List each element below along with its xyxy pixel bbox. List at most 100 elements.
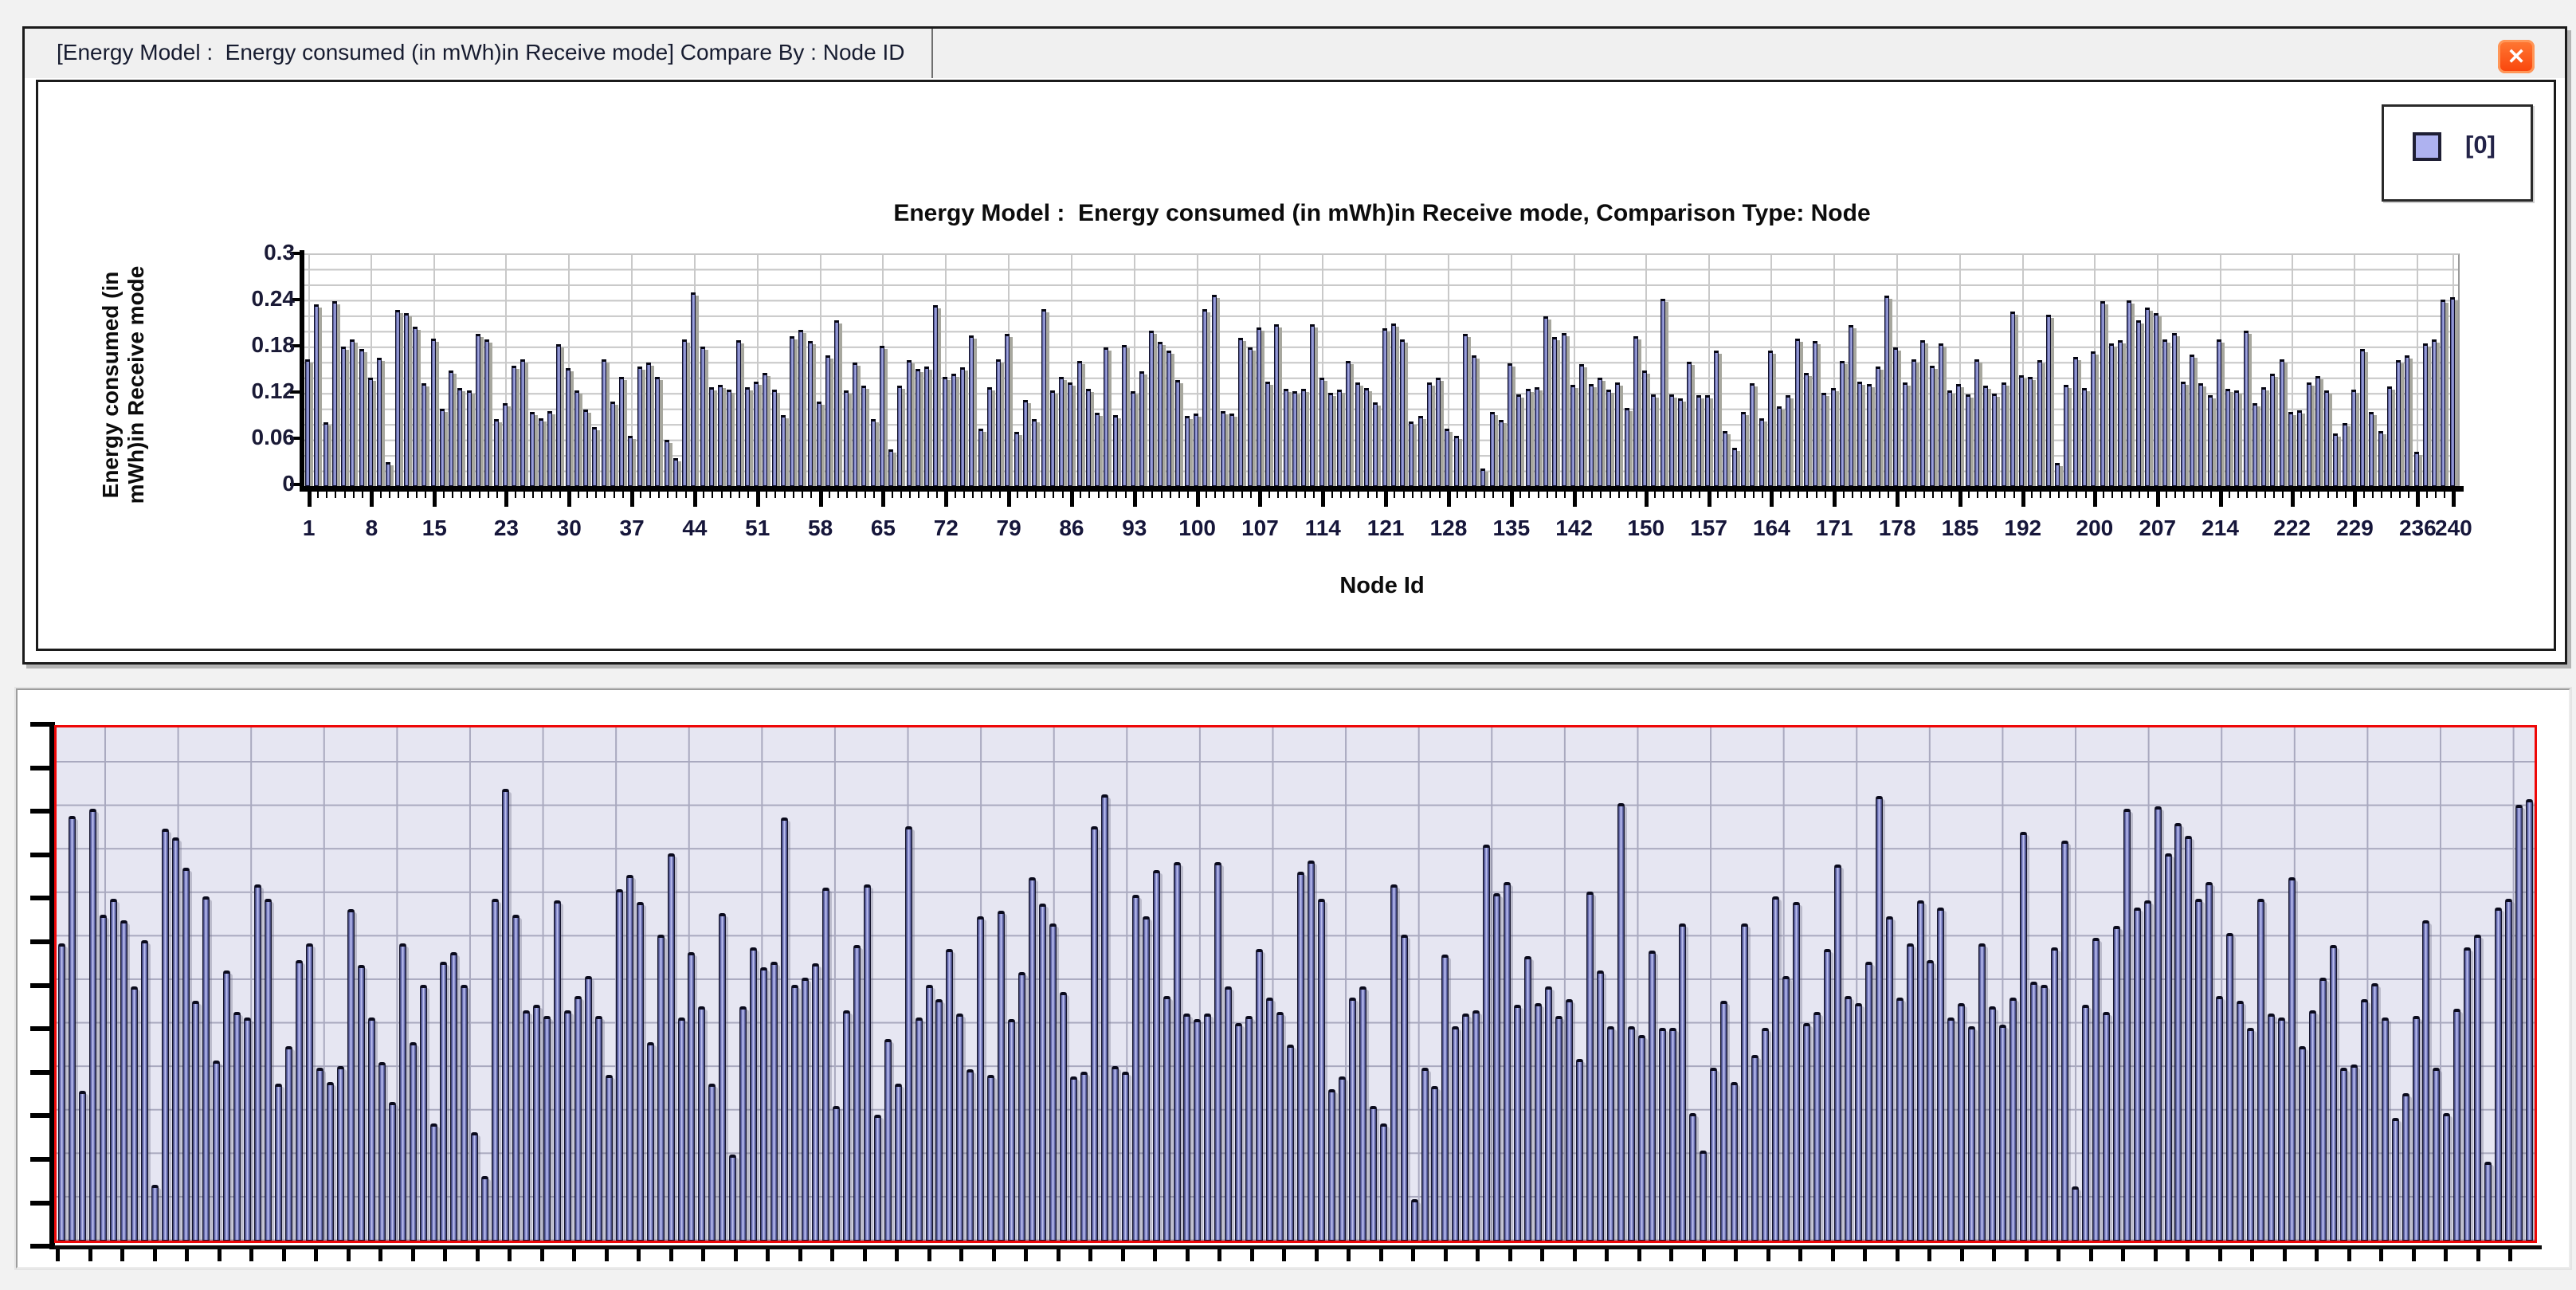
- x-major-tick: [504, 492, 509, 507]
- x-minor-tick: [2381, 492, 2383, 498]
- bar: [2108, 343, 2114, 486]
- x-minor-tick: [1672, 492, 1674, 498]
- bar: [2162, 339, 2168, 486]
- preview-bar: [1710, 1068, 1718, 1241]
- preview-x-tick-mark: [1443, 1249, 1448, 1261]
- x-minor-tick: [2192, 492, 2194, 498]
- preview-bar: [1441, 954, 1449, 1241]
- preview-bar: [1173, 862, 1181, 1241]
- x-minor-tick: [1034, 492, 1037, 498]
- x-minor-tick: [2057, 492, 2060, 498]
- bar: [2091, 351, 2096, 486]
- bar: [1175, 379, 1181, 486]
- preview-bar: [853, 945, 861, 1241]
- preview-bar: [233, 1012, 241, 1241]
- x-minor-tick: [2210, 492, 2213, 498]
- preview-plot[interactable]: [54, 725, 2537, 1243]
- bar: [763, 372, 768, 486]
- tab-bar: [Energy Model : Energy consumed (in mWh)…: [25, 29, 2565, 78]
- bar: [2306, 382, 2311, 486]
- preview-bar: [1700, 1151, 1708, 1241]
- preview-bar: [1080, 1071, 1088, 1241]
- bar: [413, 326, 418, 486]
- bar: [2270, 373, 2276, 486]
- x-minor-tick: [990, 492, 992, 498]
- preview-bar: [2164, 853, 2172, 1241]
- bar: [2288, 412, 2293, 486]
- preview-bar: [461, 985, 469, 1241]
- bar: [421, 383, 427, 486]
- x-major-tick: [1384, 492, 1389, 507]
- preview-bar: [1793, 902, 1800, 1241]
- preview-bar: [1668, 1028, 1676, 1241]
- x-tick-label: 79: [996, 516, 1021, 540]
- bar: [1076, 361, 1082, 486]
- x-tick-label: 192: [2004, 516, 2042, 540]
- preview-bar: [935, 999, 943, 1241]
- preview-bar: [2041, 985, 2048, 1241]
- preview-bar: [1885, 916, 1893, 1241]
- bar: [664, 440, 669, 486]
- preview-bar: [1596, 970, 1604, 1241]
- x-major-tick: [1195, 492, 1200, 507]
- preview-x-tick-mark: [249, 1249, 253, 1261]
- preview-x-tick-mark: [185, 1249, 189, 1261]
- x-minor-tick: [846, 492, 849, 498]
- preview-bar: [884, 1038, 892, 1241]
- preview-bar: [1679, 923, 1687, 1241]
- tab-energy-model[interactable]: [Energy Model : Energy consumed (in mWh)…: [25, 29, 934, 78]
- preview-bar: [316, 1068, 323, 1241]
- x-major-tick: [944, 492, 949, 507]
- bar: [1274, 324, 1280, 486]
- preview-bar: [2257, 898, 2265, 1241]
- bar: [1821, 393, 1827, 486]
- x-minor-tick: [2345, 492, 2347, 498]
- preview-bar: [1131, 895, 1139, 1241]
- x-minor-tick: [2246, 492, 2249, 498]
- bar: [2432, 339, 2437, 486]
- close-button[interactable]: ✕: [2498, 40, 2535, 73]
- x-minor-tick: [2228, 492, 2230, 498]
- preview-y-tick-mark: [30, 982, 49, 988]
- preview-x-tick-mark: [798, 1249, 802, 1261]
- preview-bar: [2464, 947, 2472, 1241]
- bar: [1668, 394, 1674, 486]
- bar: [1265, 381, 1271, 486]
- x-minor-tick: [425, 492, 427, 498]
- bar: [2081, 388, 2087, 486]
- preview-bar: [2112, 925, 2120, 1241]
- x-major-tick: [1321, 492, 1326, 507]
- bar: [2422, 343, 2428, 486]
- bar: [1588, 384, 1594, 486]
- preview-bar: [1802, 1022, 1810, 1241]
- bar: [1041, 308, 1046, 486]
- x-minor-tick: [1663, 492, 1665, 498]
- x-major-tick: [1132, 492, 1137, 507]
- bar: [1032, 418, 1037, 486]
- close-icon: ✕: [2507, 44, 2526, 69]
- bar: [1516, 394, 1522, 486]
- bar: [1561, 332, 1566, 486]
- legend-swatch-icon: [2413, 132, 2441, 161]
- preview-bar: [1524, 955, 1532, 1241]
- bar: [1741, 412, 1746, 486]
- preview-x-tick-mark: [991, 1249, 996, 1261]
- bar: [1023, 399, 1028, 486]
- preview-bar: [2433, 1068, 2441, 1241]
- preview-bar: [388, 1102, 396, 1241]
- x-minor-tick: [1214, 492, 1217, 498]
- x-minor-tick: [1457, 492, 1459, 498]
- preview-bar: [1968, 1026, 1976, 1241]
- preview-bar: [1504, 882, 1511, 1241]
- x-major-tick: [1770, 492, 1774, 507]
- x-minor-tick: [1438, 492, 1441, 498]
- vertical-gridline: [1322, 255, 1324, 486]
- preview-bar: [275, 1084, 283, 1241]
- bar: [1570, 385, 1575, 486]
- preview-bar: [1256, 948, 1264, 1241]
- preview-bar: [1833, 864, 1841, 1241]
- bar: [601, 359, 606, 486]
- x-minor-tick: [469, 492, 472, 498]
- preview-x-tick-mark: [2024, 1249, 2029, 1261]
- x-major-tick: [1707, 492, 1711, 507]
